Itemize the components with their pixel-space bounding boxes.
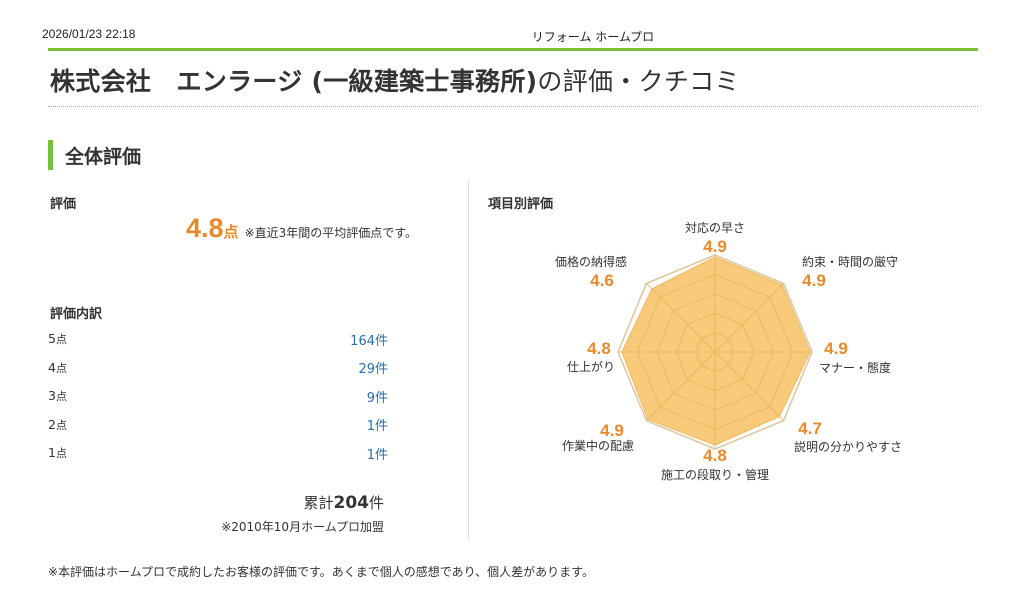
breakdown-row: 1点 1件 — [48, 439, 388, 468]
radar-axis-value: 4.8 — [703, 446, 727, 465]
breakdown-count-link[interactable]: 29件 — [358, 362, 388, 378]
breakdown-row: 5点 164件 — [48, 325, 388, 354]
page-header: 2026/01/23 22:18 リフォーム ホームプロ — [0, 0, 1024, 50]
title-suffix: の評価・クチコミ — [537, 67, 740, 96]
item-ratings-panel: 項目別評価 対応の早さ 4.9 約束・時間の厳守 4.9 マナー・態度 4.9 説明の分かり… — [488, 180, 978, 540]
radar-spoke — [714, 351, 784, 421]
average-score: 4.8 点 ※直近3年間の平均評価点です。 — [186, 213, 417, 244]
radar-axis-label: 価格の納得感 — [555, 254, 627, 269]
radar-axis-value: 4.9 — [600, 421, 624, 440]
column-divider — [468, 180, 469, 540]
radar-axis-label: 対応の早さ — [685, 221, 745, 235]
breakdown-row: 3点 9件 — [48, 382, 388, 411]
total-count: 204 — [333, 493, 369, 513]
radar-axis-label: 施工の段取り・管理 — [661, 467, 769, 482]
score-note: ※直近3年間の平均評価点です。 — [244, 226, 418, 240]
radar-spoke — [646, 283, 716, 353]
breakdown-label: 評価内訳 — [50, 307, 103, 322]
score-value: 4.8 — [186, 213, 224, 243]
breakdown-row: 2点 1件 — [48, 411, 388, 440]
breakdown-stars: 1点 — [48, 445, 67, 461]
overall-section-heading: 全体評価 — [48, 140, 141, 170]
disclaimer-note: ※本評価はホームプロで成約したお客様の評価です。あくまで個人の感想であり、個人差… — [48, 565, 594, 579]
section-accent-bar — [48, 140, 53, 170]
section-title: 全体評価 — [65, 145, 142, 168]
score-unit: 点 — [223, 223, 239, 241]
breakdown-stars: 5点 — [48, 331, 67, 347]
radar-axis-value: 4.7 — [798, 419, 822, 438]
radar-axis-label: 説明の分かりやすさ — [794, 439, 902, 454]
rating-breakdown-list: 5点 164件 4点 29件 3点 9件 2点 1件 1点 1件 — [48, 325, 388, 468]
radar-axis-value: 4.9 — [824, 339, 848, 358]
breakdown-stars: 2点 — [48, 416, 67, 432]
site-name: リフォーム ホームプロ — [531, 30, 655, 44]
header-divider — [48, 48, 978, 51]
breakdown-count-link[interactable]: 1件 — [366, 447, 388, 463]
breakdown-count-link[interactable]: 1件 — [366, 419, 388, 435]
breakdown-row: 4点 29件 — [48, 354, 388, 383]
item-ratings-title: 項目別評価 — [488, 197, 554, 212]
total-reviews: 累計204件 — [303, 493, 384, 513]
joined-note: ※2010年10月ホームプロ加盟 — [221, 520, 384, 534]
breakdown-stars: 4点 — [48, 359, 67, 375]
radar-axis-value: 4.8 — [587, 339, 611, 358]
radar-axis-value: 4.9 — [802, 271, 826, 290]
title-divider — [48, 106, 978, 107]
radar-axis-value: 4.9 — [703, 237, 727, 256]
radar-spoke — [646, 351, 716, 421]
breakdown-stars: 3点 — [48, 388, 67, 404]
radar-chart: 対応の早さ 4.9 約束・時間の厳守 4.9 マナー・態度 4.9 説明の分かりやすさ4.7… — [555, 221, 902, 482]
radar-axis-label: 仕上がり — [567, 359, 615, 374]
overall-rating-panel: 評価 4.8 点 ※直近3年間の平均評価点です。 評価内訳 5点 164件 4点… — [48, 180, 468, 540]
breakdown-count-link[interactable]: 9件 — [366, 390, 388, 406]
company-name: 株式会社 エンラージ (一級建築士事務所) — [50, 67, 538, 96]
print-timestamp: 2026/01/23 22:18 — [42, 27, 136, 41]
radar-spoke — [714, 283, 784, 353]
radar-axis-label: 約束・時間の厳守 — [802, 254, 898, 269]
radar-axis-value: 4.6 — [590, 271, 614, 290]
radar-axis-label: マナー・態度 — [819, 360, 891, 375]
radar-axis-label: 作業中の配慮 — [562, 438, 634, 453]
breakdown-count-link[interactable]: 164件 — [350, 333, 388, 349]
rating-label: 評価 — [50, 197, 77, 212]
page-title: 株式会社 エンラージ (一級建築士事務所)の評価・クチコミ — [50, 62, 740, 98]
